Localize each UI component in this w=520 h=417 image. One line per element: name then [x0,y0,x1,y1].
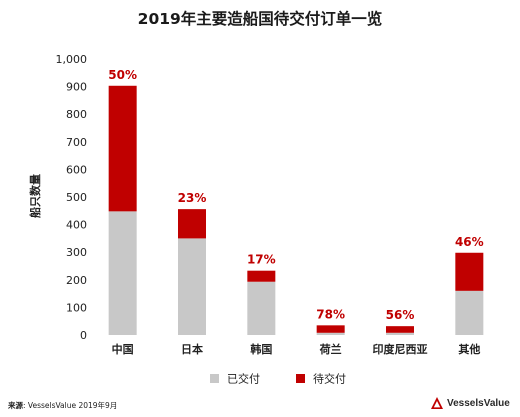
y-tick-label: 800 [66,108,87,121]
y-tick-label: 600 [66,163,87,176]
bar-delivered [247,281,276,335]
y-tick-label: 700 [66,136,87,149]
bar-pending [178,209,206,239]
y-tick-label: 1,000 [56,53,88,66]
y-axis-ticks: 0 100 200 300 400 500 600 700 800 900 1,000 [56,53,88,342]
bar-pending [455,252,484,291]
x-tick-label: 日本 [181,342,203,356]
bar-delivered [178,238,206,335]
bar-pending [247,270,276,282]
y-tick-label: 0 [80,329,87,342]
y-tick-label: 200 [66,274,87,287]
source-text: : VesselsValue 2019年9月 [23,401,118,410]
bar-delivered [386,332,414,335]
source-label: 来源 [8,401,23,410]
bar-delivered [455,290,484,335]
x-tick-label: 中国 [112,342,134,356]
vesselsvalue-logo: VesselsValue [430,395,510,411]
bar-pending [386,326,414,333]
bar-delivered [108,211,137,335]
bar-pending [316,325,345,333]
y-tick-label: 300 [66,246,87,259]
bars [108,85,484,335]
x-tick-label: 韩国 [250,342,272,356]
y-tick-label: 100 [66,301,87,314]
logo-mark-icon [431,397,443,409]
bar-percent-label: 56% [386,308,415,322]
chart-title: 2019年主要造船国待交付订单一览 [138,9,383,28]
y-tick-label: 500 [66,191,87,204]
bar-percent-label: 46% [455,235,484,249]
x-tick-label: 荷兰 [319,342,342,356]
y-axis-label: 船只数量 [28,174,42,218]
logo-text: VesselsValue [447,397,510,409]
legend: 已交付 待交付 [210,372,346,386]
y-tick-label: 400 [66,219,87,232]
legend-swatch [296,374,305,383]
bar-percent-label: 17% [247,253,276,267]
bar-pending [108,85,137,212]
bar-percent-label: 78% [316,307,345,321]
legend-label: 待交付 [313,372,346,386]
bar-delivered [316,332,345,335]
x-tick-label: 其他 [458,342,480,356]
x-axis-ticks: 中国 日本 韩国 荷兰 印度尼西亚 其他 [112,342,481,356]
legend-label: 已交付 [227,372,260,386]
x-tick-label: 印度尼西亚 [373,342,428,356]
source-note: 来源: VesselsValue 2019年9月 [8,400,117,411]
bar-labels: 50% 23% 17% 78% 56% 46% [108,68,483,322]
y-tick-label: 900 [66,81,87,94]
legend-swatch [210,374,219,383]
bar-percent-label: 23% [178,191,207,205]
bar-percent-label: 50% [108,68,137,82]
